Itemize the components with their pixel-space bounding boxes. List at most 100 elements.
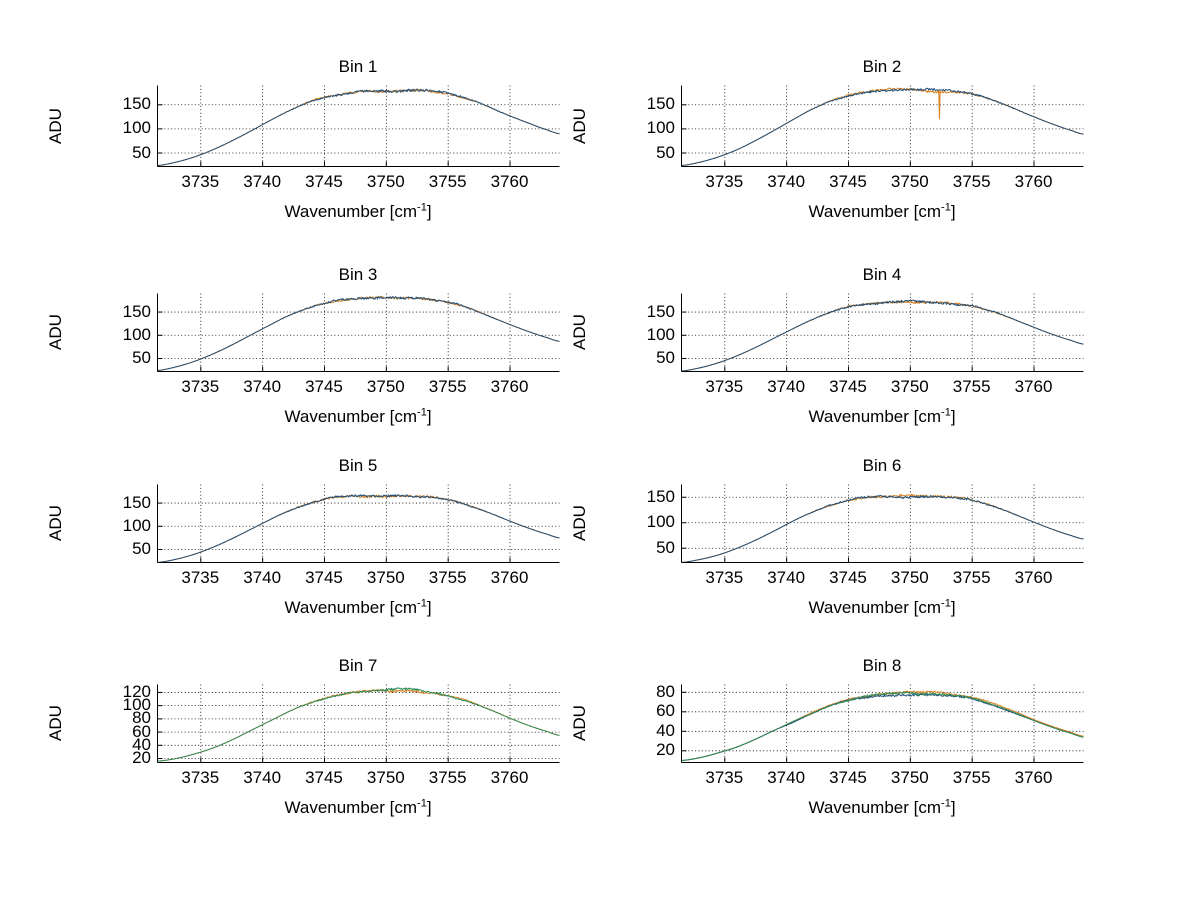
y-tick-label: 20 <box>132 748 151 768</box>
y-axis-label: ADU <box>46 314 65 350</box>
x-axis-label-exponent: -1 <box>941 597 951 610</box>
x-axis-label-suffix: ] <box>950 798 956 817</box>
data-trace-trace-green <box>681 691 1084 762</box>
x-tick-label: 3740 <box>767 172 806 191</box>
y-tick-label: 50 <box>132 348 151 367</box>
x-axis-label-prefix: Wavenumber [cm <box>808 598 942 617</box>
x-tick-label: 3735 <box>181 172 220 191</box>
subplot-title: Bin 2 <box>862 57 902 76</box>
x-tick-label: 3745 <box>829 377 867 396</box>
x-tick-label: 3755 <box>428 172 467 191</box>
y-axis-label: ADU <box>570 314 589 350</box>
x-axis-label-suffix: ] <box>950 407 956 426</box>
y-tick-label: 150 <box>646 301 675 321</box>
x-tick-label: 3750 <box>890 377 929 396</box>
x-tick-label: 3760 <box>490 768 529 787</box>
x-tick-label: 3740 <box>767 377 806 396</box>
x-axis-label: Wavenumber [cm-1] <box>117 598 599 618</box>
subplot-title: Bin 5 <box>338 456 378 475</box>
x-axis-label: Wavenumber [cm-1] <box>641 407 1123 427</box>
plot-area <box>157 684 560 763</box>
y-tick-label: 100 <box>122 118 151 138</box>
data-trace-trace-blue <box>681 299 1084 372</box>
x-tick-label: 3760 <box>490 172 529 191</box>
x-tick-label: 3760 <box>1014 172 1053 191</box>
y-tick-label: 100 <box>122 695 151 715</box>
y-tick-label: 100 <box>646 512 675 532</box>
data-trace-trace-orange <box>157 88 560 167</box>
data-trace-trace-orange <box>157 295 560 372</box>
x-tick-label: 3755 <box>952 768 991 787</box>
x-tick-label: 3755 <box>428 768 467 787</box>
x-axis-label: Wavenumber [cm-1] <box>641 202 1123 222</box>
y-tick-label: 80 <box>132 708 151 728</box>
plot-area <box>157 293 560 372</box>
data-trace-trace-orange <box>681 690 1084 762</box>
x-tick-label: 3735 <box>705 377 744 396</box>
y-tick-label: 50 <box>132 142 151 162</box>
y-tick-label: 60 <box>656 701 675 721</box>
x-tick-label: 3750 <box>366 172 405 191</box>
x-tick-label: 3735 <box>705 568 744 587</box>
subplot-title: Bin 6 <box>862 456 902 475</box>
x-tick-label: 3750 <box>366 768 405 787</box>
y-axis-label: ADU <box>570 705 589 741</box>
x-axis-label-exponent: -1 <box>941 201 951 214</box>
x-tick-label: 3745 <box>829 568 867 587</box>
x-axis-label-prefix: Wavenumber [cm <box>284 202 418 221</box>
data-trace-trace-orange <box>681 493 1084 563</box>
x-tick-label: 3750 <box>366 377 405 396</box>
y-tick-label: 100 <box>122 324 151 344</box>
x-axis-label-exponent: -1 <box>941 797 951 810</box>
x-axis-label-exponent: -1 <box>417 597 427 610</box>
y-tick-label: 50 <box>656 142 675 162</box>
subplot-title: Bin 3 <box>338 265 378 284</box>
x-axis-label: Wavenumber [cm-1] <box>641 798 1123 818</box>
x-axis-label-prefix: Wavenumber [cm <box>808 202 942 221</box>
y-axis-label: ADU <box>570 505 589 541</box>
x-axis-label-suffix: ] <box>426 798 432 817</box>
x-axis-label: Wavenumber [cm-1] <box>117 202 599 222</box>
x-axis-label-suffix: ] <box>426 407 432 426</box>
x-tick-label: 3750 <box>890 172 929 191</box>
data-trace-trace-orange <box>157 494 560 563</box>
y-tick-label: 100 <box>646 118 675 138</box>
x-axis-label-exponent: -1 <box>941 406 951 419</box>
y-tick-label: 40 <box>656 720 675 740</box>
y-axis-label: ADU <box>46 705 65 741</box>
x-tick-label: 3740 <box>767 768 806 787</box>
x-tick-label: 3740 <box>767 568 806 587</box>
x-axis-label-prefix: Wavenumber [cm <box>284 407 418 426</box>
y-tick-label: 50 <box>132 539 151 558</box>
x-axis-label-prefix: Wavenumber [cm <box>808 798 942 817</box>
x-tick-label: 3760 <box>490 377 529 396</box>
subplot-title: Bin 4 <box>862 265 902 284</box>
subplot-title: Bin 8 <box>862 656 902 675</box>
x-tick-label: 3760 <box>1014 568 1053 587</box>
plot-area <box>681 293 1084 372</box>
x-tick-label: 3745 <box>305 768 343 787</box>
x-tick-label: 3745 <box>829 768 867 787</box>
x-tick-label: 3735 <box>705 768 744 787</box>
x-axis-label: Wavenumber [cm-1] <box>117 798 599 818</box>
y-tick-label: 100 <box>122 515 151 535</box>
absorption-dip-marker <box>938 90 941 120</box>
x-tick-label: 3740 <box>243 172 282 191</box>
x-tick-label: 3760 <box>1014 768 1053 787</box>
x-axis-label-suffix: ] <box>950 598 956 617</box>
plot-area <box>157 484 560 563</box>
data-trace-trace-blue <box>681 495 1084 563</box>
plot-area <box>681 85 1084 167</box>
y-tick-label: 150 <box>122 492 151 512</box>
data-trace-trace-blue <box>157 494 560 563</box>
x-tick-label: 3735 <box>181 377 220 396</box>
y-tick-label: 150 <box>122 94 151 114</box>
y-tick-label: 50 <box>656 537 675 557</box>
x-tick-label: 3755 <box>952 377 991 396</box>
data-trace-trace-orange <box>157 688 560 762</box>
x-tick-label: 3750 <box>890 768 929 787</box>
x-axis-label-suffix: ] <box>426 202 432 221</box>
x-axis-label: Wavenumber [cm-1] <box>117 407 599 427</box>
x-axis-label: Wavenumber [cm-1] <box>641 598 1123 618</box>
